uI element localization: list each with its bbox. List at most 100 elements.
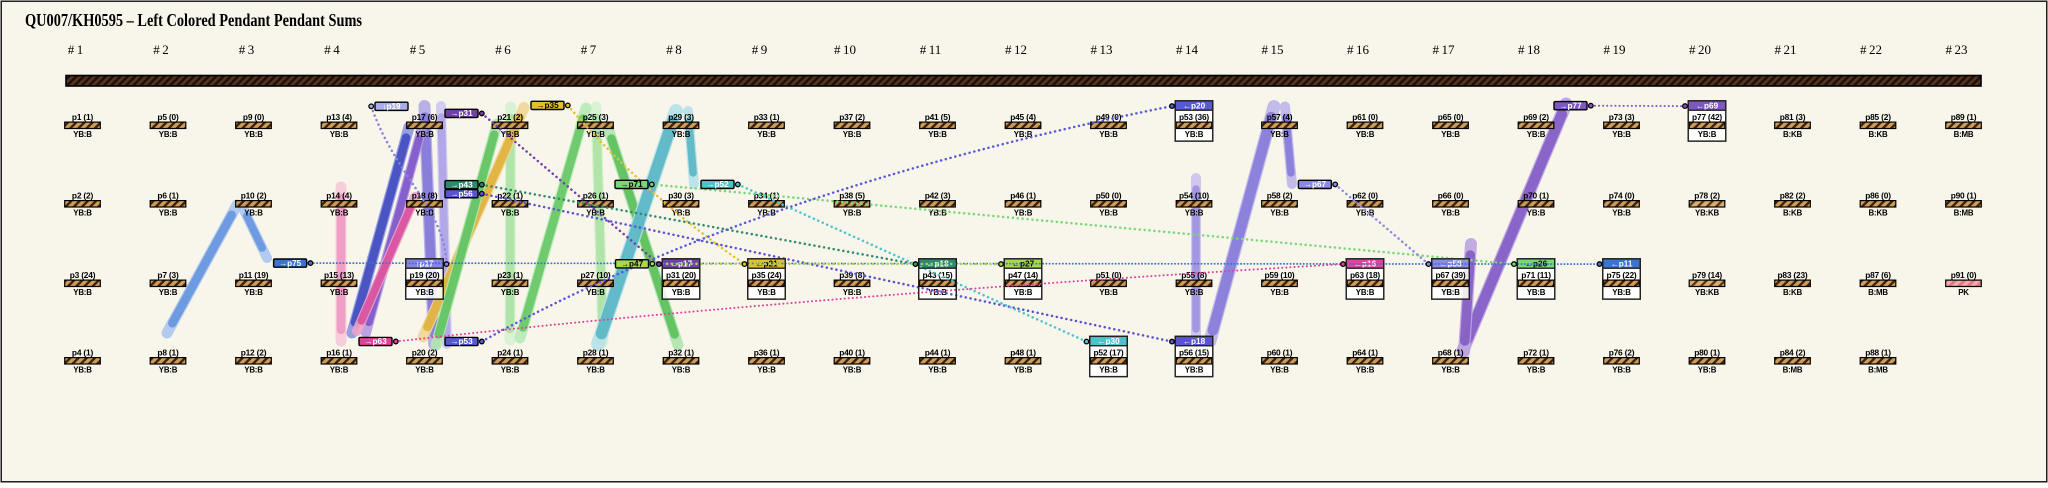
svg-text:p73 (3): p73 (3) (1609, 112, 1635, 122)
svg-text:p77 (42): p77 (42) (1692, 112, 1722, 122)
svg-text:p45 (4): p45 (4) (1010, 112, 1036, 122)
svg-text:YB:B: YB:B (1099, 208, 1118, 217)
svg-text:YB:B: YB:B (501, 130, 520, 139)
svg-text:p34 (1): p34 (1) (754, 191, 780, 201)
svg-text:YB:B: YB:B (1527, 130, 1546, 139)
svg-text:YB:B: YB:B (501, 365, 520, 374)
svg-text:p13 (4): p13 (4) (326, 112, 352, 122)
svg-text:YB:B: YB:B (1270, 365, 1289, 374)
svg-text:YB:B: YB:B (1099, 130, 1118, 139)
svg-text:→p75: →p75 (279, 259, 302, 268)
svg-text:YB:B: YB:B (1698, 365, 1717, 374)
svg-text:p74 (0): p74 (0) (1609, 191, 1635, 201)
svg-text:YB:KB: YB:KB (1695, 288, 1719, 297)
svg-text:p80 (1): p80 (1) (1694, 348, 1720, 358)
svg-text:B:KB: B:KB (1869, 130, 1888, 139)
svg-text:→p56: →p56 (450, 189, 473, 198)
svg-text:p49 (0): p49 (0) (1096, 112, 1122, 122)
svg-text:p47 (14): p47 (14) (1008, 270, 1038, 280)
svg-text:# 4: # 4 (324, 42, 340, 57)
svg-text:B:KB: B:KB (1869, 208, 1888, 217)
svg-text:YB:B: YB:B (244, 288, 263, 297)
svg-text:→p67: →p67 (1304, 180, 1327, 189)
svg-text:p42 (3): p42 (3) (925, 191, 951, 201)
svg-text:B:KB: B:KB (1783, 130, 1802, 139)
svg-text:p68 (1): p68 (1) (1438, 348, 1464, 358)
svg-text:YB:KB: YB:KB (1695, 208, 1719, 217)
svg-text:p17 (6): p17 (6) (412, 112, 438, 122)
svg-text:# 2: # 2 (153, 42, 169, 57)
svg-text:p26 (1): p26 (1) (583, 191, 609, 201)
svg-text:# 23: # 23 (1945, 42, 1967, 57)
svg-text:YB:B: YB:B (928, 288, 947, 297)
svg-text:p10 (2): p10 (2) (241, 191, 267, 201)
svg-text:p19 (20): p19 (20) (409, 270, 439, 280)
svg-text:p63 (18): p63 (18) (1350, 270, 1380, 280)
svg-text:YB:B: YB:B (1356, 365, 1375, 374)
svg-text:YB:B: YB:B (1612, 130, 1631, 139)
svg-text:p50 (0): p50 (0) (1096, 191, 1122, 201)
svg-text:YB:B: YB:B (843, 365, 862, 374)
svg-text:YB:B: YB:B (757, 208, 776, 217)
svg-text:YB:B: YB:B (159, 365, 178, 374)
svg-text:p29 (3): p29 (3) (668, 112, 694, 122)
svg-text:YB:B: YB:B (159, 130, 178, 139)
svg-text:# 21: # 21 (1774, 42, 1796, 57)
svg-text:←p18: ←p18 (1183, 337, 1206, 346)
svg-text:YB:B: YB:B (586, 365, 605, 374)
svg-text:p65 (0): p65 (0) (1438, 112, 1464, 122)
svg-text:p40 (1): p40 (1) (839, 348, 865, 358)
svg-text:p14 (4): p14 (4) (326, 191, 352, 201)
svg-text:YB:B: YB:B (1356, 130, 1375, 139)
svg-text:p69 (2): p69 (2) (1523, 112, 1549, 122)
svg-text:p8 (1): p8 (1) (157, 348, 179, 358)
svg-text:YB:B: YB:B (159, 208, 178, 217)
svg-text:YB:B: YB:B (1014, 208, 1033, 217)
svg-text:p58 (2): p58 (2) (1267, 191, 1293, 201)
svg-text:YB:B: YB:B (159, 288, 178, 297)
svg-text:B:MB: B:MB (1868, 288, 1888, 297)
svg-text:p27 (10): p27 (10) (580, 270, 610, 280)
svg-text:p24 (1): p24 (1) (497, 348, 523, 358)
svg-text:YB:B: YB:B (1356, 288, 1375, 297)
svg-text:YB:B: YB:B (501, 208, 520, 217)
svg-text:p85 (2): p85 (2) (1865, 112, 1891, 122)
svg-text:p66 (0): p66 (0) (1438, 191, 1464, 201)
svg-text:YB:B: YB:B (1185, 130, 1204, 139)
svg-text:YB:B: YB:B (1441, 288, 1460, 297)
svg-text:B:MB: B:MB (1954, 130, 1974, 139)
svg-text:p61 (0): p61 (0) (1352, 112, 1378, 122)
svg-text:→p53: →p53 (450, 337, 473, 346)
svg-text:# 6: # 6 (495, 42, 511, 57)
svg-text:YB:B: YB:B (1698, 130, 1717, 139)
svg-text:↑p17: ↑p17 (415, 259, 434, 268)
svg-text:p39 (8): p39 (8) (839, 270, 865, 280)
svg-text:p87 (6): p87 (6) (1865, 270, 1891, 280)
svg-text:YB:B: YB:B (757, 365, 776, 374)
svg-text:YB:B: YB:B (1527, 365, 1546, 374)
svg-text:YB:B: YB:B (1527, 288, 1546, 297)
svg-text:# 19: # 19 (1603, 42, 1625, 57)
svg-text:p38 (5): p38 (5) (839, 191, 865, 201)
svg-text:p16 (1): p16 (1) (326, 348, 352, 358)
svg-text:YB:B: YB:B (330, 365, 349, 374)
svg-text:→p35: →p35 (536, 101, 559, 110)
svg-text:# 3: # 3 (239, 42, 255, 57)
svg-text:YB:B: YB:B (672, 288, 691, 297)
svg-text:p89 (1): p89 (1) (1951, 112, 1977, 122)
svg-text:p18 (8): p18 (8) (412, 191, 438, 201)
svg-text:p5 (0): p5 (0) (157, 112, 179, 122)
svg-text:# 11: # 11 (920, 42, 942, 57)
svg-text:B:KB: B:KB (1783, 208, 1802, 217)
svg-text:p91 (0): p91 (0) (1951, 270, 1977, 280)
svg-text:p11 (19): p11 (19) (239, 270, 269, 280)
svg-text:p37 (2): p37 (2) (839, 112, 865, 122)
svg-text:←p20: ←p20 (1183, 101, 1206, 110)
svg-text:p55 (8): p55 (8) (1181, 270, 1207, 280)
svg-text:QU007/KH0595 – Left Colored Pe: QU007/KH0595 – Left Colored Pendant Pend… (25, 10, 362, 30)
svg-text:→p63: →p63 (364, 337, 387, 346)
svg-text:# 16: # 16 (1347, 42, 1370, 57)
svg-text:→p71: →p71 (620, 180, 643, 189)
svg-text:# 1: # 1 (68, 42, 84, 57)
svg-text:p57 (4): p57 (4) (1267, 112, 1293, 122)
